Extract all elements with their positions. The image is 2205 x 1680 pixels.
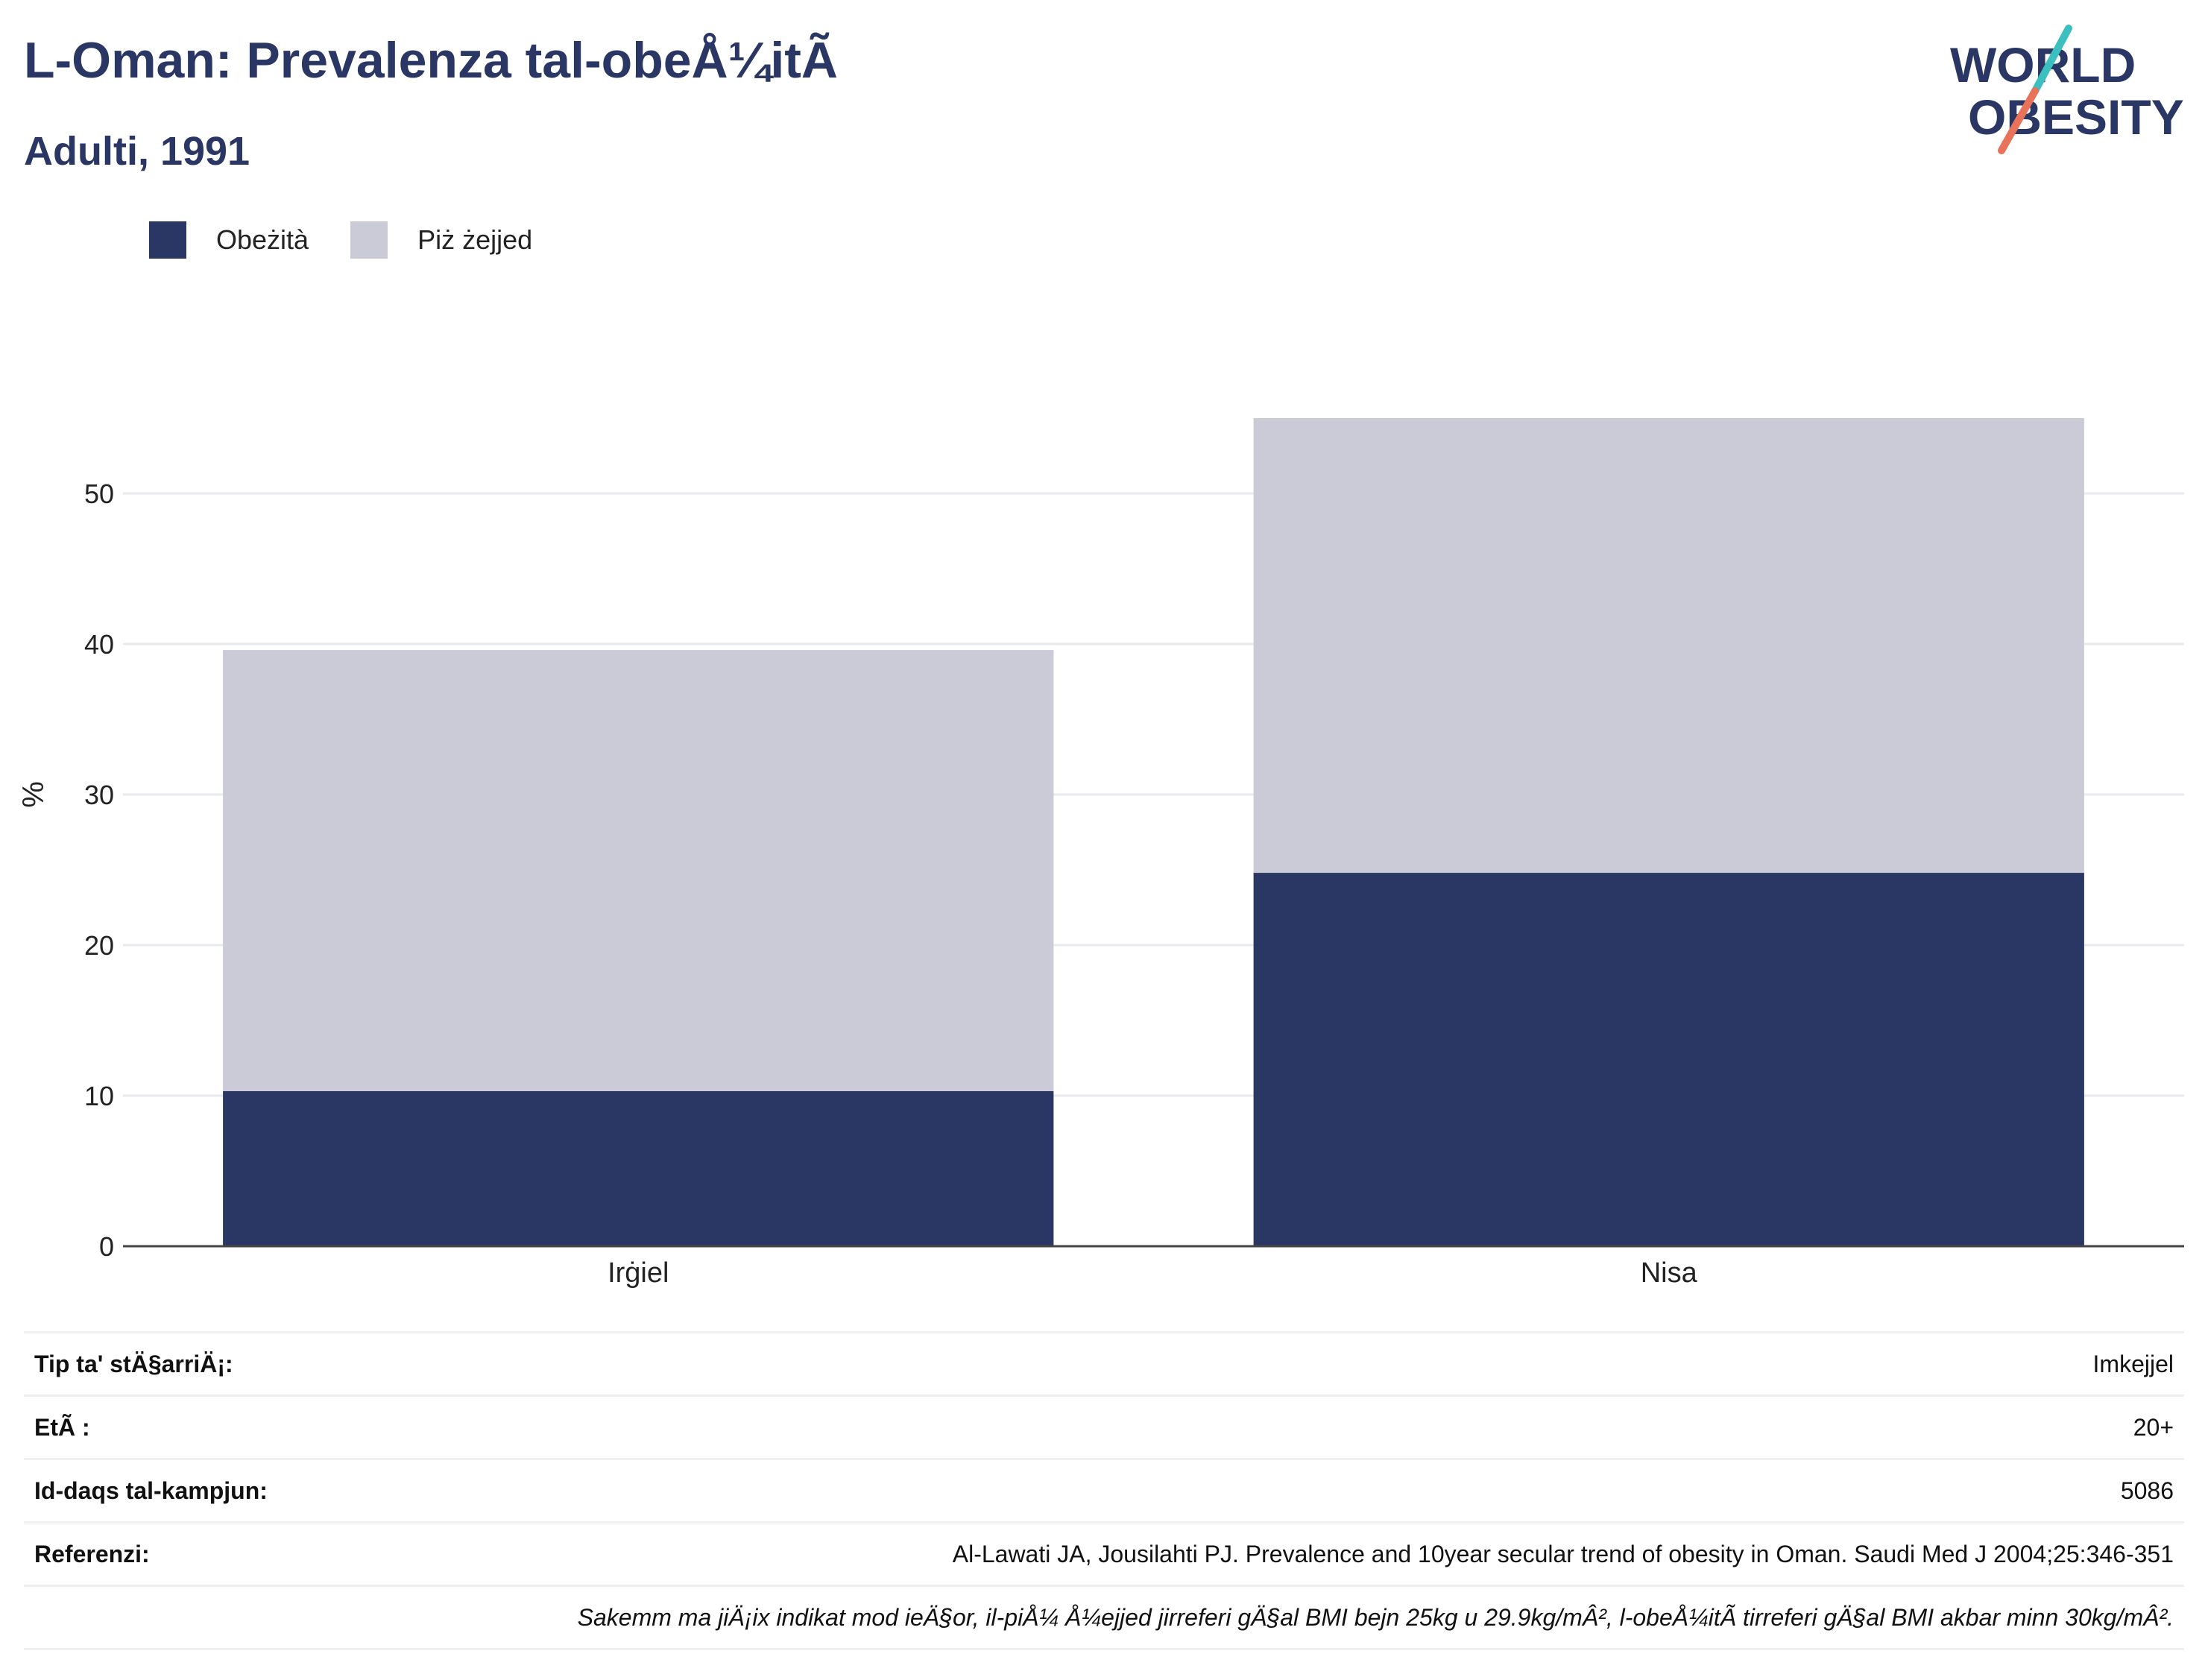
- chart-subtitle: Adulti, 1991: [24, 129, 250, 174]
- bar-overweight-0[interactable]: [223, 650, 1054, 1091]
- info-row-note: Sakemm ma jiÄ¡ix indikat mod ieÄ§or, il-…: [24, 1585, 2184, 1650]
- legend-label-overweight: Piż żejjed: [417, 224, 533, 255]
- bar-overweight-1[interactable]: [1253, 418, 2084, 874]
- info-value-references: Al-Lawati JA, Jousilahti PJ. Prevalence …: [391, 1522, 2184, 1587]
- x-tick-label: Irġiel: [608, 1257, 669, 1289]
- world-obesity-logo: WORLD OBESITY: [1950, 25, 2184, 154]
- logo-slash-coral: [1998, 87, 2039, 154]
- survey-info-table: Tip ta' stÄ§arriÄ¡: Imkejjel EtÃ : 20+ I…: [24, 1331, 2184, 1650]
- bar-chart: 0 10 20 30 40 50 Irġiel Nisa %: [17, 418, 2184, 1289]
- info-row-age: EtÃ : 20+: [24, 1395, 2184, 1460]
- legend-item-obesity[interactable]: Obeżità: [149, 221, 309, 259]
- info-value-sample-size: 5086: [391, 1459, 2184, 1523]
- y-axis-label: %: [17, 781, 50, 808]
- info-value-survey-type: Imkejjel: [391, 1331, 2184, 1397]
- info-label-sample-size: Id-daqs tal-kampjun:: [24, 1459, 391, 1523]
- bar-obesity-0[interactable]: [223, 1090, 1054, 1246]
- y-tick-label: 40: [84, 629, 114, 660]
- legend-label-obesity: Obeżità: [216, 224, 309, 255]
- y-tick-label: 10: [84, 1081, 114, 1111]
- logo-slash-teal: [2031, 25, 2072, 95]
- info-value-age: 20+: [391, 1395, 2184, 1460]
- info-label-survey-type: Tip ta' stÄ§arriÄ¡:: [24, 1331, 391, 1397]
- legend-swatch-obesity: [149, 221, 186, 259]
- x-tick-labels: Irġiel Nisa: [608, 1257, 1698, 1289]
- info-row-references: Referenzi: Al-Lawati JA, Jousilahti PJ. …: [24, 1522, 2184, 1587]
- bar-obesity-1[interactable]: [1253, 873, 2084, 1246]
- y-tick-label: 0: [99, 1231, 114, 1262]
- info-label-references: Referenzi:: [24, 1522, 391, 1587]
- info-label-age: EtÃ :: [24, 1395, 391, 1460]
- legend-swatch-overweight: [350, 221, 388, 259]
- logo-obesity-text: OBESITY: [1968, 89, 2184, 145]
- chart-legend: Obeżità Piż żejjed: [149, 221, 574, 259]
- y-tick-label: 30: [84, 780, 114, 810]
- y-tick-label: 20: [84, 930, 114, 961]
- y-tick-labels: 0 10 20 30 40 50: [84, 479, 114, 1262]
- info-row-survey-type: Tip ta' stÄ§arriÄ¡: Imkejjel: [24, 1331, 2184, 1397]
- bars: [223, 418, 2084, 1246]
- info-row-sample-size: Id-daqs tal-kampjun: 5086: [24, 1459, 2184, 1523]
- legend-item-overweight[interactable]: Piż żejjed: [350, 221, 532, 259]
- chart-title: L-Oman: Prevalenza tal-obeÅ¼itÃ: [24, 32, 839, 89]
- info-note: Sakemm ma jiÄ¡ix indikat mod ieÄ§or, il-…: [24, 1585, 2184, 1650]
- y-tick-label: 50: [84, 479, 114, 509]
- x-tick-label: Nisa: [1641, 1257, 1698, 1289]
